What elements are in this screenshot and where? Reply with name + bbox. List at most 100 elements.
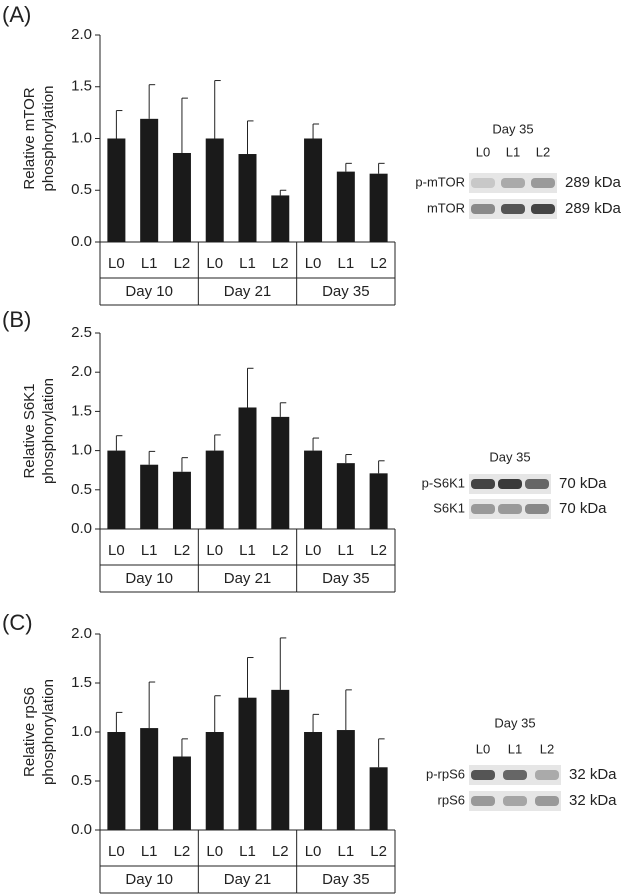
blot-band bbox=[471, 178, 495, 188]
blot-band bbox=[503, 796, 527, 806]
bar bbox=[336, 171, 355, 242]
y-axis-label: Relative rpS6 bbox=[21, 687, 38, 777]
bar bbox=[271, 416, 290, 529]
blot-row-label: p-S6K1 bbox=[422, 475, 465, 490]
blot-band bbox=[503, 770, 527, 780]
x-tick-label: L1 bbox=[337, 843, 354, 860]
bar bbox=[304, 138, 323, 242]
x-tick-label: L0 bbox=[108, 843, 125, 860]
y-tick-label: 2.0 bbox=[71, 363, 92, 380]
bar bbox=[238, 154, 257, 242]
blot-band bbox=[501, 204, 525, 214]
x-tick-label: L2 bbox=[174, 843, 191, 860]
x-tick-label: L2 bbox=[272, 542, 289, 559]
x-tick-label: L1 bbox=[141, 843, 158, 860]
blot-size: 32 kDa bbox=[569, 792, 617, 809]
y-tick-label: 1.5 bbox=[71, 402, 92, 419]
blot-row-label: p-rpS6 bbox=[426, 766, 465, 781]
y-axis-label: phosphorylation bbox=[40, 679, 57, 785]
y-tick-label: 0.0 bbox=[71, 233, 92, 250]
lane-label: L0 bbox=[476, 144, 490, 159]
x-tick-label: L0 bbox=[108, 542, 125, 559]
group-label: Day 35 bbox=[322, 871, 370, 888]
x-tick-label: L1 bbox=[337, 255, 354, 272]
x-tick-label: L2 bbox=[272, 255, 289, 272]
group-label: Day 21 bbox=[224, 871, 272, 888]
blot-band bbox=[531, 178, 555, 188]
bar bbox=[205, 450, 224, 529]
bar bbox=[271, 195, 290, 242]
group-label: Day 10 bbox=[125, 871, 173, 888]
y-tick-label: 1.5 bbox=[71, 78, 92, 95]
bar bbox=[238, 697, 257, 830]
blot-title: Day 35 bbox=[492, 121, 533, 136]
bar bbox=[369, 173, 388, 242]
panel-label: (C) bbox=[2, 610, 33, 635]
y-tick-label: 2.0 bbox=[71, 26, 92, 43]
y-axis-label: phosphorylation bbox=[40, 378, 57, 484]
bar bbox=[107, 450, 126, 529]
group-label: Day 21 bbox=[224, 283, 272, 300]
western-blot: Day 35 L0 L1 L2 p-rpS6 32 kDa rpS6 32 kDa bbox=[426, 715, 617, 811]
panel-label: (B) bbox=[2, 307, 31, 332]
blot-band bbox=[471, 504, 495, 514]
x-tick-label: L2 bbox=[370, 255, 387, 272]
bar bbox=[140, 728, 159, 830]
blot-size: 289 kDa bbox=[565, 200, 622, 217]
y-tick-label: 1.0 bbox=[71, 442, 92, 459]
blot-row-label: S6K1 bbox=[433, 500, 465, 515]
blot-size: 289 kDa bbox=[565, 174, 622, 191]
lane-label: L2 bbox=[540, 741, 554, 756]
bar bbox=[172, 756, 191, 830]
x-tick-label: L0 bbox=[108, 255, 125, 272]
bar bbox=[369, 473, 388, 529]
chart-panel: (B) Relative S6K1 phosphorylation 0.0 0.5 1.0… bbox=[2, 307, 396, 593]
y-tick-label: 0.5 bbox=[71, 481, 92, 498]
blot-band bbox=[525, 479, 549, 489]
y-tick-label: 1.5 bbox=[71, 674, 92, 691]
blot-band bbox=[501, 178, 525, 188]
blot-band bbox=[531, 204, 555, 214]
chart-panel: (A) Relative mTOR phosphorylation 0.0 0.5 1.0… bbox=[2, 2, 396, 306]
panel-label: (A) bbox=[2, 2, 31, 27]
bar bbox=[140, 464, 159, 529]
x-tick-label: L1 bbox=[337, 542, 354, 559]
bar bbox=[107, 138, 126, 242]
x-tick-label: L2 bbox=[370, 542, 387, 559]
bar bbox=[336, 463, 355, 529]
y-tick-label: 1.0 bbox=[71, 723, 92, 740]
x-tick-label: L0 bbox=[305, 843, 322, 860]
x-tick-label: L0 bbox=[206, 542, 223, 559]
y-tick-label: 0.0 bbox=[71, 821, 92, 838]
blot-band bbox=[498, 479, 522, 489]
blot-size: 70 kDa bbox=[559, 475, 607, 492]
bar bbox=[205, 138, 224, 242]
blot-band bbox=[525, 504, 549, 514]
x-tick-label: L1 bbox=[141, 255, 158, 272]
group-label: Day 35 bbox=[322, 283, 370, 300]
y-tick-label: 0.5 bbox=[71, 772, 92, 789]
x-tick-label: L0 bbox=[305, 255, 322, 272]
lane-label: L1 bbox=[508, 741, 522, 756]
bar bbox=[304, 450, 323, 529]
blot-title: Day 35 bbox=[494, 715, 535, 730]
bar bbox=[369, 767, 388, 830]
y-tick-label: 0.5 bbox=[71, 181, 92, 198]
y-tick-label: 0.0 bbox=[71, 520, 92, 537]
y-tick-label: 1.0 bbox=[71, 129, 92, 146]
x-tick-label: L1 bbox=[239, 255, 256, 272]
group-label: Day 35 bbox=[322, 570, 370, 587]
group-label: Day 10 bbox=[125, 283, 173, 300]
blot-size: 70 kDa bbox=[559, 500, 607, 517]
chart-panel: (C) Relative rpS6 phosphorylation 0.0 0.5 1.0… bbox=[2, 610, 396, 894]
bar bbox=[172, 152, 191, 242]
x-tick-label: L2 bbox=[174, 542, 191, 559]
bar bbox=[172, 471, 191, 529]
blot-band bbox=[471, 770, 495, 780]
group-label: Day 10 bbox=[125, 570, 173, 587]
bar bbox=[140, 118, 159, 242]
y-axis-label: phosphorylation bbox=[40, 86, 57, 192]
blot-title: Day 35 bbox=[489, 449, 530, 464]
